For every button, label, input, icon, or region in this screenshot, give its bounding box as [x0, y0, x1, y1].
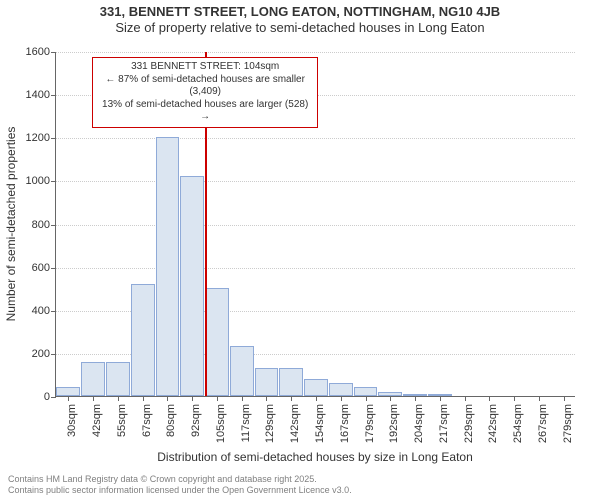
x-tick-label: 117sqm — [240, 404, 252, 442]
x-tick — [217, 396, 218, 401]
histogram-bar — [205, 288, 229, 396]
chart-container: 331, BENNETT STREET, LONG EATON, NOTTING… — [0, 0, 600, 500]
title-line-2: Size of property relative to semi-detach… — [0, 20, 600, 36]
x-tick-label: 55sqm — [116, 404, 128, 437]
x-tick — [514, 396, 515, 401]
x-tick — [341, 396, 342, 401]
gridline — [56, 268, 575, 269]
x-tick-label: 217sqm — [438, 404, 450, 443]
x-tick-label: 267sqm — [537, 404, 549, 443]
annotation-line: ← 87% of semi-detached houses are smalle… — [99, 74, 312, 99]
x-tick-label: 204sqm — [413, 404, 425, 443]
x-tick — [266, 396, 267, 401]
histogram-bar — [329, 383, 353, 396]
x-tick — [167, 396, 168, 401]
x-tick-label: 92sqm — [190, 404, 202, 437]
x-tick-label: 179sqm — [364, 404, 376, 443]
annotation-box: 331 BENNETT STREET: 104sqm← 87% of semi-… — [92, 57, 319, 128]
y-tick-label: 1200 — [26, 132, 56, 144]
title-block: 331, BENNETT STREET, LONG EATON, NOTTING… — [0, 4, 600, 37]
y-tick-label: 400 — [32, 305, 56, 317]
x-tick — [316, 396, 317, 401]
x-tick-label: 142sqm — [289, 404, 301, 443]
y-tick-label: 1000 — [26, 175, 56, 187]
x-tick — [192, 396, 193, 401]
y-tick-label: 200 — [32, 348, 56, 360]
histogram-bar — [81, 362, 105, 397]
footer-line-2: Contains public sector information licen… — [8, 485, 352, 496]
x-tick — [118, 396, 119, 401]
histogram-bar — [131, 284, 155, 396]
histogram-bar — [180, 176, 204, 396]
histogram-bar — [279, 368, 303, 396]
histogram-bar — [56, 387, 80, 396]
title-line-1: 331, BENNETT STREET, LONG EATON, NOTTING… — [0, 4, 600, 20]
histogram-bar — [304, 379, 328, 396]
gridline — [56, 225, 575, 226]
histogram-bar — [156, 137, 180, 396]
histogram-bar — [255, 368, 279, 396]
x-tick — [291, 396, 292, 401]
x-tick-label: 242sqm — [487, 404, 499, 443]
x-tick — [415, 396, 416, 401]
histogram-bar — [230, 346, 254, 396]
x-axis-title: Distribution of semi-detached houses by … — [55, 450, 575, 464]
y-tick-label: 1400 — [26, 89, 56, 101]
x-tick — [366, 396, 367, 401]
x-tick-label: 42sqm — [91, 404, 103, 437]
x-tick-label: 105sqm — [215, 404, 227, 443]
x-tick — [242, 396, 243, 401]
y-tick-label: 0 — [44, 391, 56, 403]
x-tick-label: 80sqm — [165, 404, 177, 437]
histogram-bar — [354, 387, 378, 396]
x-tick — [143, 396, 144, 401]
x-tick — [440, 396, 441, 401]
x-tick — [465, 396, 466, 401]
x-tick — [390, 396, 391, 401]
y-axis-title: Number of semi-detached properties — [4, 127, 18, 322]
x-tick-label: 167sqm — [339, 404, 351, 443]
y-tick-label: 800 — [32, 219, 56, 231]
histogram-bar — [106, 362, 130, 397]
gridline — [56, 181, 575, 182]
x-tick-label: 254sqm — [512, 404, 524, 443]
x-tick — [93, 396, 94, 401]
x-tick — [539, 396, 540, 401]
annotation-line: 13% of semi-detached houses are larger (… — [99, 99, 312, 124]
annotation-line: 331 BENNETT STREET: 104sqm — [99, 61, 312, 74]
x-tick-label: 192sqm — [388, 404, 400, 443]
x-tick-label: 30sqm — [66, 404, 78, 437]
gridline — [56, 138, 575, 139]
x-tick-label: 67sqm — [141, 404, 153, 437]
x-tick-label: 279sqm — [562, 404, 574, 443]
y-tick-label: 600 — [32, 262, 56, 274]
x-tick-label: 154sqm — [314, 404, 326, 443]
y-tick-label: 1600 — [26, 46, 56, 58]
plot-area: 0200400600800100012001400160030sqm42sqm5… — [55, 52, 575, 397]
footer-credits: Contains HM Land Registry data © Crown c… — [8, 474, 352, 496]
gridline — [56, 52, 575, 53]
x-tick — [68, 396, 69, 401]
x-tick-label: 229sqm — [463, 404, 475, 443]
footer-line-1: Contains HM Land Registry data © Crown c… — [8, 474, 352, 485]
x-tick-label: 129sqm — [264, 404, 276, 443]
x-tick — [564, 396, 565, 401]
x-tick — [489, 396, 490, 401]
